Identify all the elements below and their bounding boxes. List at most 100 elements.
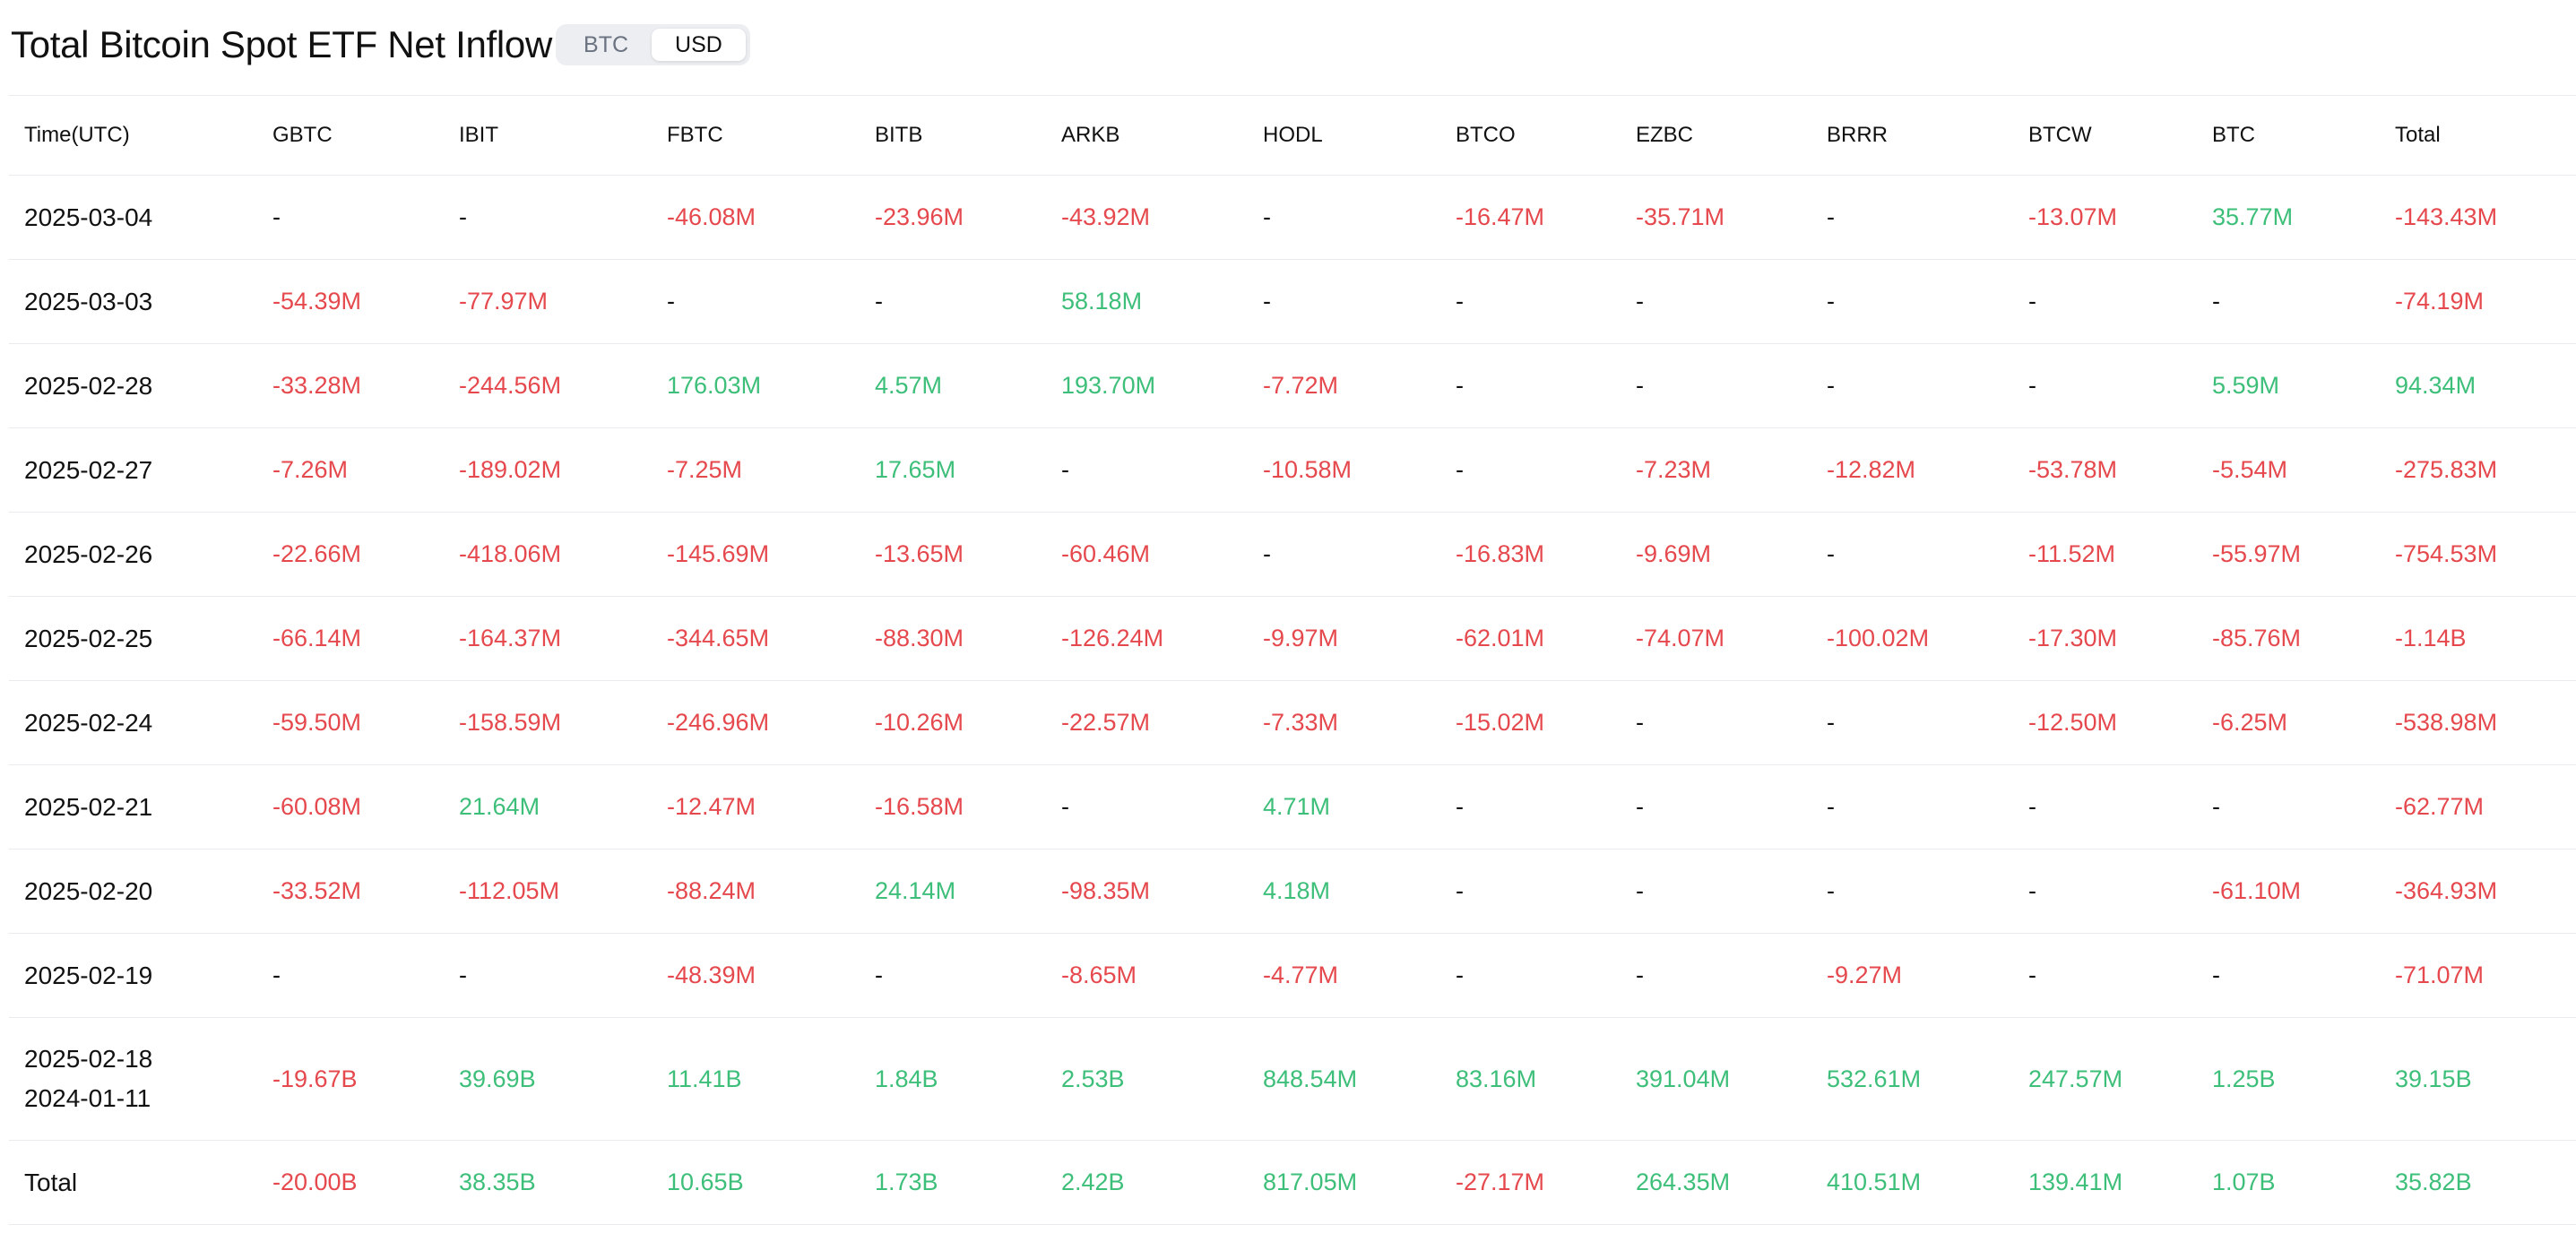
flow-value-cell: -88.30M — [860, 596, 1046, 681]
row-date-cell: 2025-02-19 — [9, 933, 257, 1018]
flow-value-cell: -77.97M — [444, 259, 652, 344]
flow-value-cell: 2.42B — [1046, 1140, 1248, 1225]
flow-value-cell: - — [444, 175, 652, 260]
column-header-arkb: ARKB — [1046, 95, 1248, 176]
flow-value-cell: -8.65M — [1046, 933, 1248, 1018]
row-date-cell: 2025-02-24 — [9, 680, 257, 765]
column-header-time-utc: Time(UTC) — [9, 95, 257, 176]
flow-value-cell: - — [1248, 175, 1440, 260]
row-date-cell: 2025-02-27 — [9, 427, 257, 513]
flow-value-cell: -71.07M — [2380, 933, 2576, 1018]
flow-value-cell: - — [1621, 343, 1811, 428]
table-row: 2025-02-28 -33.28M -244.56M 176.03M 4.57M 193… — [9, 343, 2576, 428]
flow-value-cell: -60.46M — [1046, 512, 1248, 597]
table-row: 2025-02-25 -66.14M -164.37M -344.65M -88.30M… — [9, 596, 2576, 681]
flow-value-cell: - — [2013, 764, 2197, 850]
table-row: 2025-03-04- - -46.08M -23.96M -43.92M - -16.47… — [9, 175, 2576, 260]
flow-value-cell: 17.65M — [860, 427, 1046, 513]
flow-value-cell: -22.57M — [1046, 680, 1248, 765]
table-row: 2025-02-18 2024-01-11 -19.67B 39.69B 11.41B 1… — [9, 1017, 2576, 1141]
row-date-text: 2025-02-25 — [24, 624, 153, 652]
flow-value-cell: -7.72M — [1248, 343, 1440, 428]
flow-value-cell: - — [2197, 764, 2380, 850]
column-header-ibit: IBIT — [444, 95, 652, 176]
flow-value-cell: - — [1811, 512, 2013, 597]
flow-value-cell: 39.69B — [444, 1017, 652, 1141]
flow-value-cell: -12.47M — [652, 764, 860, 850]
flow-value-cell: -59.50M — [257, 680, 444, 765]
flow-value-cell: -88.24M — [652, 849, 860, 934]
flow-value-cell: 410.51M — [1811, 1140, 2013, 1225]
column-header-gbtc: GBTC — [257, 95, 444, 176]
flow-value-cell: -12.82M — [1811, 427, 2013, 513]
flow-value-cell: - — [1248, 512, 1440, 597]
flow-value-cell: -7.33M — [1248, 680, 1440, 765]
unit-toggle-btc-button[interactable]: BTC — [583, 31, 629, 57]
flow-value-cell: - — [2197, 933, 2380, 1018]
unit-toggle-usd-button[interactable]: USD — [652, 29, 746, 61]
row-date-cell: 2025-02-20 — [9, 849, 257, 934]
flow-value-cell: -189.02M — [444, 427, 652, 513]
flow-value-cell: -158.59M — [444, 680, 652, 765]
column-header-hodl: HODL — [1248, 95, 1440, 176]
table-row: 2025-02-21 -60.08M 21.64M -12.47M -16.58M -4.… — [9, 764, 2576, 850]
column-header-brrr: BRRR — [1811, 95, 2013, 176]
flow-value-cell: - — [1621, 259, 1811, 344]
flow-value-cell: - — [2013, 343, 2197, 428]
flow-value-cell: - — [2013, 259, 2197, 344]
flow-value-cell: 24.14M — [860, 849, 1046, 934]
flow-value-cell: - — [860, 933, 1046, 1018]
flow-value-cell: -27.17M — [1440, 1140, 1621, 1225]
flow-value-cell: - — [2013, 849, 2197, 934]
flow-value-cell: - — [1811, 764, 2013, 850]
inflow-table: Time(UTC) GBTC IBIT FBTC BITB ARKB HODL BTCO EZB… — [9, 95, 2576, 1225]
flow-value-cell: -112.05M — [444, 849, 652, 934]
flow-value-cell: -23.96M — [860, 175, 1046, 260]
flow-value-cell: - — [1046, 427, 1248, 513]
row-date-cell: 2025-03-04 — [9, 175, 257, 260]
row-date-cell: 2025-02-21 — [9, 764, 257, 850]
flow-value-cell: -1.14B — [2380, 596, 2576, 681]
flow-value-cell: 391.04M — [1621, 1017, 1811, 1141]
flow-value-cell: 1.25B — [2197, 1017, 2380, 1141]
flow-value-cell: 35.77M — [2197, 175, 2380, 260]
table-row: 2025-02-24 -59.50M -158.59M -246.96M -10.26M… — [9, 680, 2576, 765]
flow-value-cell: -5.54M — [2197, 427, 2380, 513]
column-header-total: Total — [2380, 95, 2576, 176]
flow-value-cell: 11.41B — [652, 1017, 860, 1141]
flow-value-cell: -6.25M — [2197, 680, 2380, 765]
flow-value-cell: - — [1811, 343, 2013, 428]
row-date-text: 2025-02-26 — [24, 539, 153, 568]
flow-value-cell: 4.71M — [1248, 764, 1440, 850]
flow-value-cell: -17.30M — [2013, 596, 2197, 681]
column-header-ezbc: EZBC — [1621, 95, 1811, 176]
flow-value-cell: - — [1621, 680, 1811, 765]
row-date-text: 2025-02-27 — [24, 455, 153, 484]
flow-value-cell: -13.07M — [2013, 175, 2197, 260]
flow-value-cell: 2.53B — [1046, 1017, 1248, 1141]
flow-value-cell: 58.18M — [1046, 259, 1248, 344]
flow-value-cell: 35.82B — [2380, 1140, 2576, 1225]
flow-value-cell: - — [444, 933, 652, 1018]
row-date-text: 2025-02-21 — [24, 792, 153, 821]
row-date-cell: 2025-02-26 — [9, 512, 257, 597]
row-date-text: 2024-01-11 — [24, 1084, 151, 1112]
flow-value-cell: -74.07M — [1621, 596, 1811, 681]
flow-value-cell: - — [1046, 764, 1248, 850]
flow-value-cell: 4.57M — [860, 343, 1046, 428]
flow-value-cell: -33.28M — [257, 343, 444, 428]
flow-value-cell: -143.43M — [2380, 175, 2576, 260]
flow-value-cell: - — [1440, 427, 1621, 513]
flow-value-cell: 176.03M — [652, 343, 860, 428]
flow-value-cell: 193.70M — [1046, 343, 1248, 428]
flow-value-cell: -164.37M — [444, 596, 652, 681]
flow-value-cell: -16.83M — [1440, 512, 1621, 597]
flow-value-cell: -7.25M — [652, 427, 860, 513]
row-date-text: 2025-02-19 — [24, 961, 153, 989]
flow-value-cell: -538.98M — [2380, 680, 2576, 765]
row-date-text: 2025-02-24 — [24, 708, 153, 737]
flow-value-cell: 247.57M — [2013, 1017, 2197, 1141]
flow-value-cell: - — [652, 259, 860, 344]
flow-value-cell: -61.10M — [2197, 849, 2380, 934]
table-body: 2025-03-04- - -46.08M -23.96M -43.92M - -16.47… — [9, 175, 2576, 1225]
